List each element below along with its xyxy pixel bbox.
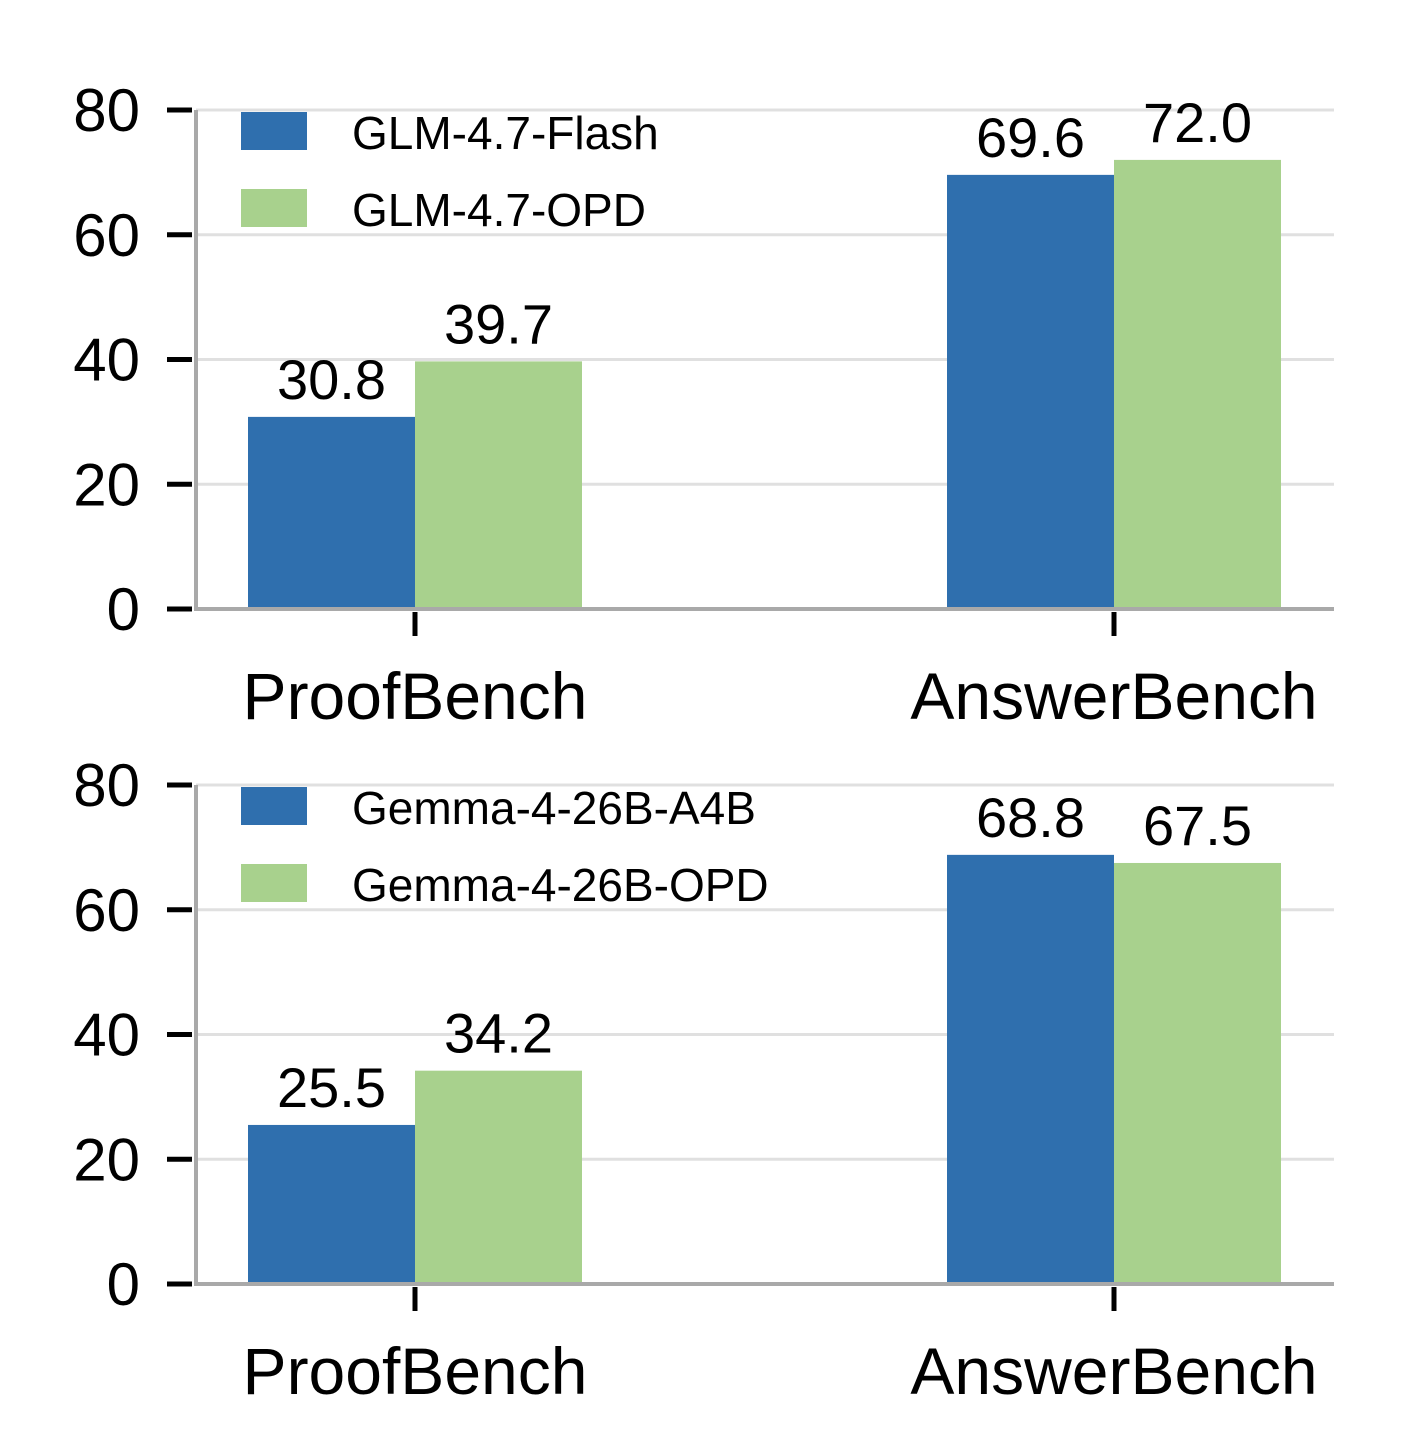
legend-swatch bbox=[241, 864, 307, 902]
data-label: 25.5 bbox=[277, 1056, 386, 1119]
legend-label: GLM-4.7-Flash bbox=[352, 107, 659, 159]
y-tick-label: 60 bbox=[73, 877, 140, 944]
bar-proofbench-series-2 bbox=[415, 361, 582, 609]
x-tick-label: AnswerBench bbox=[910, 1334, 1317, 1408]
y-tick-label: 80 bbox=[73, 752, 140, 819]
y-tick-label: 40 bbox=[73, 327, 140, 394]
legend-swatch bbox=[241, 189, 307, 227]
data-label: 68.8 bbox=[976, 786, 1085, 849]
data-label: 69.6 bbox=[976, 106, 1085, 169]
data-label: 67.5 bbox=[1143, 794, 1252, 857]
legend-label: Gemma-4-26B-A4B bbox=[352, 782, 756, 834]
x-tick-label: AnswerBench bbox=[910, 659, 1317, 733]
bar-answerbench-series-1 bbox=[947, 854, 1114, 1284]
data-label: 34.2 bbox=[444, 1002, 553, 1065]
y-tick-label: 0 bbox=[107, 576, 140, 643]
y-tick-label: 20 bbox=[73, 1126, 140, 1193]
legend-label: GLM-4.7-OPD bbox=[352, 184, 646, 236]
legend-swatch bbox=[241, 112, 307, 150]
x-tick-label: ProofBench bbox=[243, 1334, 588, 1408]
bar-proofbench-series-1 bbox=[248, 1124, 415, 1284]
data-label: 72.0 bbox=[1143, 91, 1252, 154]
data-label: 39.7 bbox=[444, 292, 553, 355]
bar-proofbench-series-1 bbox=[248, 416, 415, 609]
bar-answerbench-series-1 bbox=[947, 174, 1114, 609]
chart-panel-2: 0 20 40 60 80 25.5 34.2 68.8 67.5 ProofBench Answe… bbox=[73, 752, 1334, 1408]
legend-swatch bbox=[241, 787, 307, 825]
legend: Gemma-4-26B-A4B Gemma-4-26B-OPD bbox=[241, 782, 769, 911]
y-tick-label: 60 bbox=[73, 202, 140, 269]
bar-answerbench-series-2 bbox=[1114, 862, 1281, 1284]
x-tick-label: ProofBench bbox=[243, 659, 588, 733]
y-tick-label: 0 bbox=[107, 1251, 140, 1318]
y-tick-label: 40 bbox=[73, 1002, 140, 1069]
bar-answerbench-series-2 bbox=[1114, 159, 1281, 609]
data-label: 30.8 bbox=[277, 348, 386, 411]
legend: GLM-4.7-Flash GLM-4.7-OPD bbox=[241, 107, 659, 236]
legend-label: Gemma-4-26B-OPD bbox=[352, 859, 769, 911]
y-tick-label: 20 bbox=[73, 451, 140, 518]
bar-proofbench-series-2 bbox=[415, 1070, 582, 1284]
y-tick-label: 80 bbox=[73, 77, 140, 144]
chart-panel-1: 0 20 40 60 80 30.8 39.7 69.6 72.0 ProofBench Answe… bbox=[73, 77, 1334, 733]
